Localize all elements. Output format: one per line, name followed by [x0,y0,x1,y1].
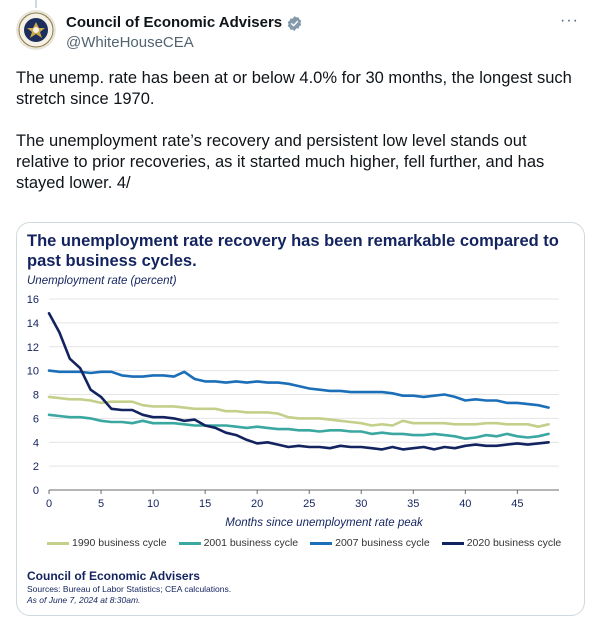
y-tick-label: 8 [33,390,39,402]
display-name[interactable]: Council of Economic Advisers [66,14,303,32]
y-tick-label: 16 [27,294,39,306]
x-tick-label: 40 [459,498,471,510]
chart-organization: Council of Economic Advisers [27,569,200,583]
verified-badge-icon [287,15,302,31]
x-tick-label: 45 [511,498,523,510]
x-tick-label: 10 [147,498,159,510]
y-axis-label: Unemployment rate (percent) [27,275,177,287]
y-tick-label: 14 [27,318,39,330]
legend-swatch-2007 [310,541,333,545]
legend-swatch-1990 [47,541,69,545]
x-tick-label: 5 [98,498,104,510]
x-tick-label: 0 [46,498,52,510]
y-tick-label: 4 [33,437,39,449]
thread-connector-line [35,0,37,8]
legend-item-1990: 1990 business cycle [47,537,167,549]
account-handle[interactable]: @WhiteHouseCEA [66,34,194,51]
x-tick-label: 35 [407,498,419,510]
y-tick-label: 6 [33,413,39,425]
presidential-seal-icon [16,10,56,50]
series-line-2001 [47,413,550,440]
y-tick-label: 2 [33,461,39,473]
legend-label-2007: 2007 business cycle [335,537,430,549]
y-tick-label: 0 [33,485,39,497]
series-line-2007 [47,369,550,409]
x-axis-label: Months since unemployment rate peak [225,517,424,529]
legend-item-2007: 2007 business cycle [310,537,430,549]
chart-title: The unemployment rate recovery has been … [27,232,559,270]
chart-legend: 1990 business cycle 2001 business cycle … [47,537,561,549]
legend-label-1990: 1990 business cycle [72,537,167,549]
tweet-paragraph-2: The unemployment rate’s recovery and per… [16,132,545,192]
tweet-text: The unemp. rate has been at or below 4.0… [16,68,576,194]
x-tick-label: 15 [199,498,211,510]
tweet-paragraph-1: The unemp. rate has been at or below 4.0… [16,69,572,108]
legend-item-2001: 2001 business cycle [178,537,299,549]
more-options-button[interactable]: ··· [560,12,579,29]
legend-swatch-2001 [178,541,201,545]
display-name-text: Council of Economic Advisers [66,14,283,31]
legend-item-2020: 2020 business cycle [441,537,562,549]
series-line-2020 [47,312,550,451]
legend-swatch-2020 [441,541,464,545]
x-tick-label: 25 [303,498,315,510]
series-line-1990 [47,395,550,428]
y-tick-label: 12 [27,342,39,354]
avatar[interactable] [16,10,56,50]
chart-sources: Sources: Bureau of Labor Statistics; CEA… [27,584,232,594]
chart-as-of-date: As of June 7, 2024 at 8:30am. [27,595,141,605]
x-tick-label: 20 [251,498,263,510]
legend-label-2001: 2001 business cycle [203,537,299,549]
y-tick-label: 10 [27,366,39,378]
legend-label-2020: 2020 business cycle [466,537,562,549]
chart-image-card[interactable]: The unemployment rate recovery has been … [16,222,585,616]
x-tick-label: 30 [355,498,367,510]
line-chart: 0 2 4 6 8 10 12 14 16 0 5 10 15 20 25 30 35 40 45 Months si… [27,294,559,529]
